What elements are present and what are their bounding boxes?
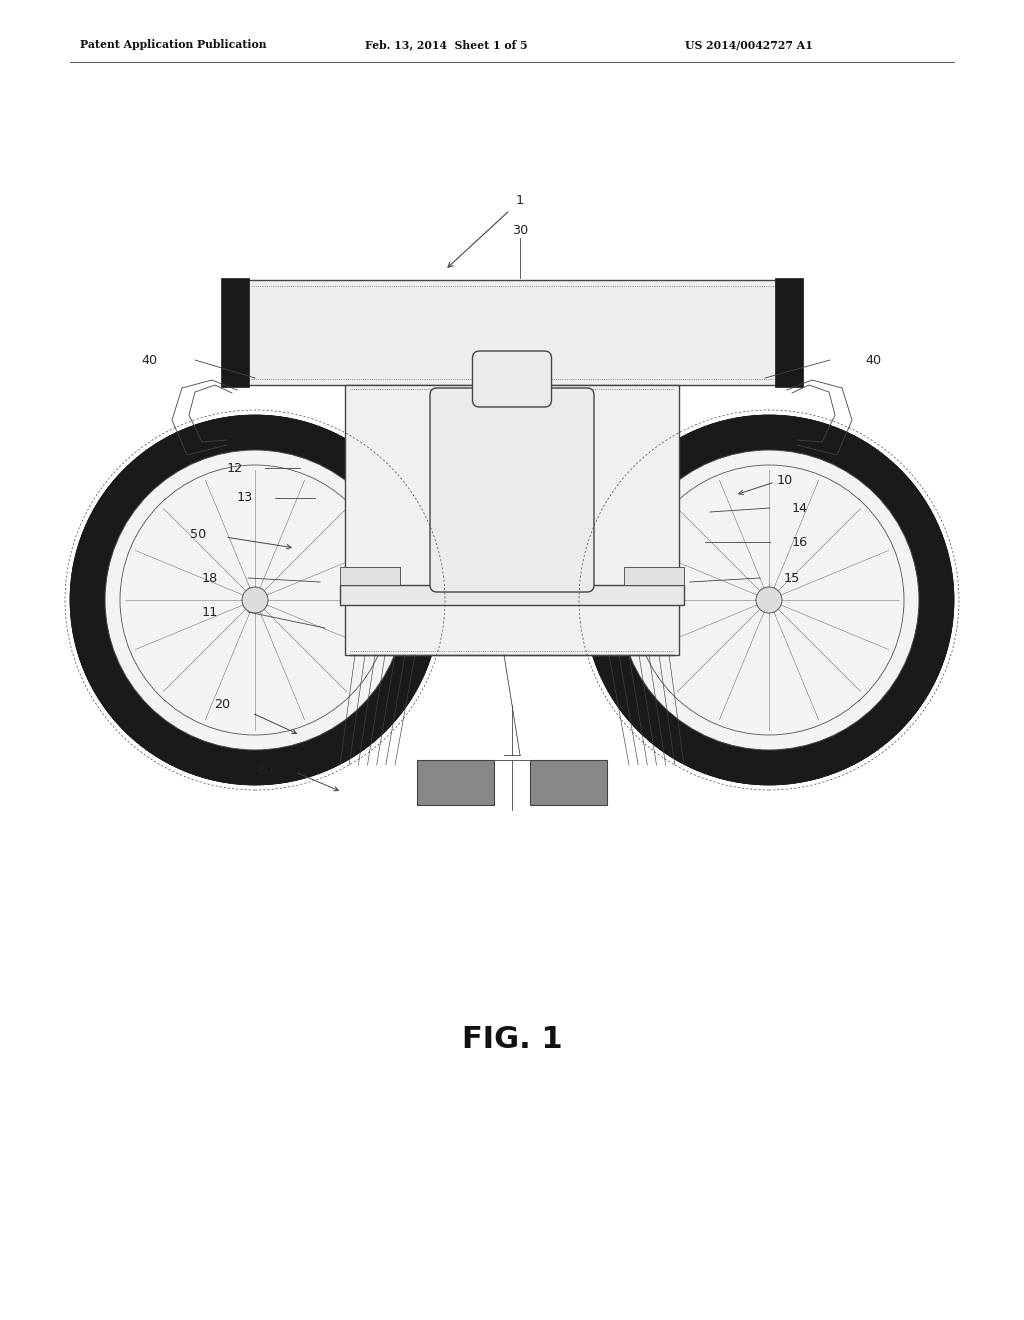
Text: 10: 10 bbox=[777, 474, 794, 487]
Circle shape bbox=[618, 450, 919, 750]
Text: 11: 11 bbox=[202, 606, 218, 619]
Text: 1: 1 bbox=[516, 194, 524, 206]
Text: 40: 40 bbox=[866, 354, 882, 367]
Text: 15: 15 bbox=[784, 572, 800, 585]
Circle shape bbox=[584, 414, 954, 785]
Polygon shape bbox=[530, 760, 607, 805]
Text: 50: 50 bbox=[189, 528, 206, 541]
Polygon shape bbox=[221, 279, 249, 387]
Circle shape bbox=[70, 414, 440, 785]
Circle shape bbox=[756, 587, 782, 612]
Text: 16: 16 bbox=[792, 536, 808, 549]
Polygon shape bbox=[624, 568, 684, 585]
Text: 12: 12 bbox=[227, 462, 243, 474]
Text: Feb. 13, 2014  Sheet 1 of 5: Feb. 13, 2014 Sheet 1 of 5 bbox=[365, 40, 527, 50]
Polygon shape bbox=[225, 280, 799, 385]
Circle shape bbox=[242, 587, 268, 612]
Text: Patent Application Publication: Patent Application Publication bbox=[80, 40, 266, 50]
Polygon shape bbox=[417, 760, 494, 805]
Text: 60: 60 bbox=[257, 763, 273, 776]
Polygon shape bbox=[775, 279, 803, 387]
Polygon shape bbox=[340, 585, 684, 605]
FancyBboxPatch shape bbox=[472, 351, 552, 407]
Text: 13: 13 bbox=[237, 491, 253, 504]
Circle shape bbox=[242, 587, 268, 612]
Circle shape bbox=[105, 450, 406, 750]
Text: 40: 40 bbox=[142, 354, 158, 367]
Circle shape bbox=[584, 414, 954, 785]
Text: 20: 20 bbox=[214, 698, 230, 711]
Text: 18: 18 bbox=[202, 572, 218, 585]
Text: FIG. 1: FIG. 1 bbox=[462, 1026, 562, 1055]
Polygon shape bbox=[340, 568, 400, 585]
Polygon shape bbox=[345, 385, 679, 655]
Circle shape bbox=[105, 450, 406, 750]
FancyBboxPatch shape bbox=[430, 388, 594, 591]
Text: 30: 30 bbox=[512, 223, 528, 236]
Text: 14: 14 bbox=[792, 502, 808, 515]
Circle shape bbox=[756, 587, 782, 612]
Circle shape bbox=[70, 414, 440, 785]
Circle shape bbox=[618, 450, 919, 750]
Text: US 2014/0042727 A1: US 2014/0042727 A1 bbox=[685, 40, 813, 50]
